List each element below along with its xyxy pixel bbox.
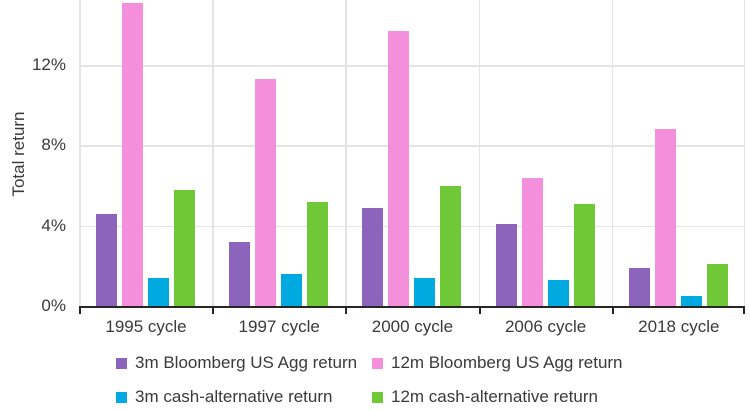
axis-tick bbox=[212, 306, 215, 314]
bar bbox=[388, 31, 410, 306]
legend-swatch-icon bbox=[372, 391, 383, 403]
x-tick-label: 2000 cycle bbox=[371, 317, 454, 336]
bar bbox=[414, 277, 436, 306]
legend: 3m Bloomberg US Agg return 12m Bloomberg … bbox=[116, 353, 623, 407]
legend-swatch-icon bbox=[116, 357, 127, 369]
gridline-v bbox=[79, 0, 81, 306]
x-tick-label: 2006 cycle bbox=[504, 317, 587, 336]
axis-tick bbox=[611, 306, 614, 314]
x-tick-label: 2018 cycle bbox=[638, 317, 720, 336]
gridline-v bbox=[611, 0, 614, 306]
axis-tick bbox=[79, 306, 81, 314]
bar bbox=[680, 295, 702, 306]
bar bbox=[521, 177, 543, 306]
y-tick-label: 0% bbox=[41, 296, 66, 315]
gridline-h bbox=[79, 225, 745, 228]
legend-item: 3m cash-alternative return bbox=[116, 387, 372, 407]
gridline-v bbox=[478, 0, 481, 306]
bar bbox=[229, 241, 251, 306]
gridline-h bbox=[79, 65, 745, 67]
legend-item: 12m cash-alternative return bbox=[372, 387, 623, 407]
legend-label: 3m cash-alternative return bbox=[135, 387, 333, 406]
gridline-v bbox=[345, 0, 347, 306]
y-tick-label: 4% bbox=[41, 215, 66, 235]
plot-area bbox=[79, 0, 745, 308]
bar bbox=[628, 267, 650, 306]
y-tick-label: 8% bbox=[41, 135, 66, 155]
bar bbox=[122, 3, 144, 306]
bar bbox=[654, 129, 676, 306]
gridline-v bbox=[212, 0, 214, 306]
x-tick-label: 1995 cycle bbox=[105, 317, 187, 336]
bar bbox=[281, 273, 303, 306]
y-tick-label: 12% bbox=[31, 55, 66, 75]
legend-label: 12m cash-alternative return bbox=[391, 387, 598, 406]
bar-group bbox=[345, 0, 478, 306]
bar bbox=[706, 263, 728, 306]
bar bbox=[573, 203, 595, 306]
legend-swatch-icon bbox=[116, 391, 127, 403]
bar bbox=[255, 79, 277, 306]
bar bbox=[547, 279, 569, 306]
legend-label: 3m Bloomberg US Agg return bbox=[135, 353, 358, 372]
bar bbox=[362, 207, 384, 306]
bar bbox=[96, 213, 118, 306]
gridline-h bbox=[79, 145, 745, 147]
bar bbox=[495, 223, 517, 306]
bar bbox=[174, 189, 196, 306]
bar bbox=[148, 277, 170, 306]
gridline-v bbox=[743, 0, 745, 306]
bar bbox=[307, 201, 329, 306]
bar bbox=[440, 185, 462, 306]
bar-group bbox=[212, 0, 345, 306]
legend-item: 12m Bloomberg US Agg return bbox=[372, 353, 623, 373]
legend-swatch-icon bbox=[372, 357, 383, 369]
bar-group bbox=[479, 0, 612, 306]
axis-tick bbox=[743, 306, 745, 314]
axis-tick bbox=[478, 306, 481, 314]
axis-tick bbox=[345, 306, 348, 314]
legend-label: 12m Bloomberg US Agg return bbox=[391, 353, 623, 372]
legend-item: 3m Bloomberg US Agg return bbox=[116, 353, 372, 373]
x-tick-label: 1997 cycle bbox=[238, 317, 320, 336]
bar-group bbox=[612, 0, 745, 306]
bar-group bbox=[79, 0, 212, 306]
